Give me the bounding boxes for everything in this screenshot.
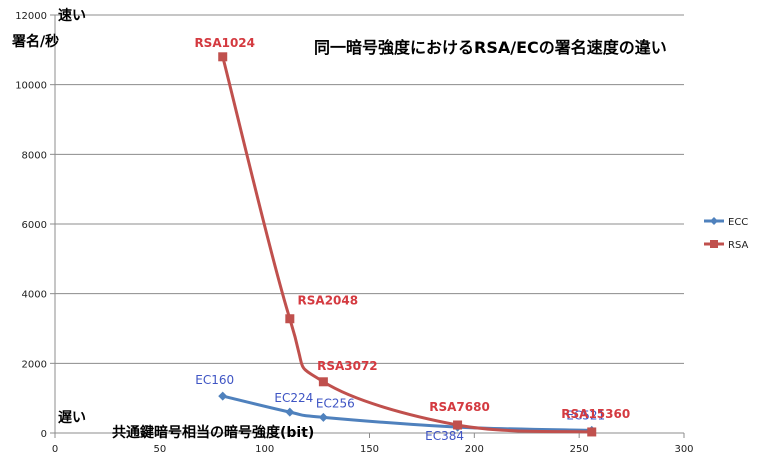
y-tick-label: 2000 bbox=[22, 359, 47, 370]
data-labels-layer: EC160 EC224 EC256 EC384 EC521 RSA1024 RSA2048 R… bbox=[194, 36, 630, 443]
data-label-rsa: RSA1024 bbox=[194, 36, 255, 50]
data-label-ecc: EC224 bbox=[274, 391, 313, 405]
legend-label-rsa: RSA bbox=[728, 240, 748, 251]
marker-rsa bbox=[587, 427, 597, 437]
marker-ecc bbox=[285, 407, 295, 417]
x-tick-label: 0 bbox=[52, 444, 58, 455]
data-label-rsa: RSA3072 bbox=[317, 359, 378, 373]
marker-ecc bbox=[318, 412, 328, 422]
data-label-ecc: EC384 bbox=[425, 429, 464, 443]
x-tick-label: 200 bbox=[465, 444, 484, 455]
x-tick-label: 250 bbox=[570, 444, 589, 455]
data-label-rsa: RSA2048 bbox=[298, 294, 359, 308]
data-label-ecc: EC160 bbox=[195, 373, 234, 387]
y-tick-label: 6000 bbox=[22, 220, 47, 231]
marker-ecc bbox=[218, 391, 228, 401]
axes: 0 2000 4000 6000 8000 10000 12000 0 50 100 150 200 2… bbox=[15, 11, 693, 455]
y-bottom-annotation: 遅い bbox=[58, 410, 86, 426]
y-top-annotation: 速い bbox=[58, 7, 86, 24]
marker-rsa bbox=[453, 420, 463, 430]
x-tick-label: 50 bbox=[153, 444, 166, 455]
y-tick-label: 12000 bbox=[15, 11, 47, 22]
x-tick-label: 150 bbox=[360, 444, 379, 455]
y-tick-label: 8000 bbox=[22, 150, 47, 161]
legend-marker-rsa bbox=[710, 240, 718, 248]
data-label-rsa: RSA15360 bbox=[561, 407, 630, 421]
y-tick-label: 10000 bbox=[15, 81, 47, 92]
x-tick-label: 300 bbox=[674, 444, 693, 455]
data-label-rsa: RSA7680 bbox=[429, 400, 490, 414]
x-tick-label: 100 bbox=[255, 444, 274, 455]
marker-rsa bbox=[285, 314, 295, 324]
grid-lines bbox=[55, 14, 684, 364]
chart-title: 同一暗号強度におけるRSA/ECの署名速度の違い bbox=[314, 38, 667, 57]
y-tick-label: 4000 bbox=[22, 290, 47, 301]
legend-item-ecc: ECC bbox=[704, 217, 748, 228]
y-tick-label: 0 bbox=[41, 429, 47, 440]
marker-rsa bbox=[218, 52, 228, 62]
legend: ECC RSA bbox=[704, 217, 748, 251]
legend-marker-ecc bbox=[710, 217, 718, 225]
series-line-ecc bbox=[222, 394, 592, 432]
legend-item-rsa: RSA bbox=[704, 240, 748, 251]
y-axis-label: 署名/秒 bbox=[11, 33, 59, 50]
marker-rsa bbox=[318, 377, 328, 387]
data-label-ecc: EC256 bbox=[316, 396, 355, 410]
x-axis-label: 共通鍵暗号相当の暗号強度(bit) bbox=[112, 424, 314, 441]
data-label-ecc: EC521 bbox=[566, 408, 605, 422]
legend-label-ecc: ECC bbox=[728, 217, 748, 228]
series-layer bbox=[218, 52, 597, 437]
series-line-rsa bbox=[221, 56, 592, 434]
